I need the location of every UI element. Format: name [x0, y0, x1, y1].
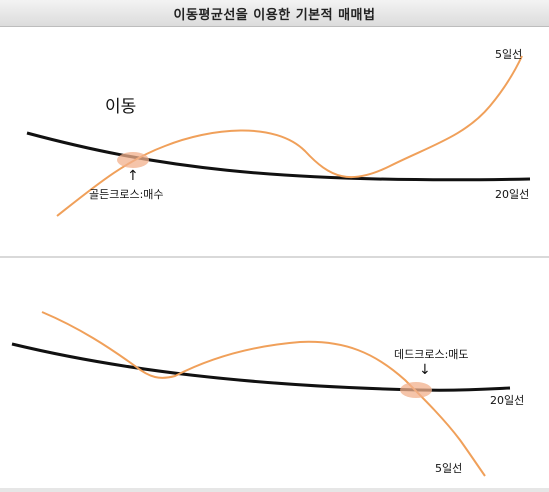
dead-cross-diagram [11, 311, 511, 477]
panel-heading: 이동 [105, 97, 137, 117]
short-ma-label: 5일선 [435, 462, 463, 475]
long-ma-label: 20일선 [490, 394, 525, 407]
dead-cross-label: 데드크로스:매도 [394, 348, 469, 361]
title-bar: 이동평균선을 이용한 기본적 매매법 [0, 0, 549, 27]
down-arrow-icon: ↓ [419, 362, 431, 378]
golden-cross-marker [117, 152, 149, 168]
dead-cross-marker [400, 382, 432, 398]
up-arrow-icon: ↑ [127, 168, 139, 184]
golden-cross-panel: 이동 5일선 20일선 ↑ 골든크로스:매수 [0, 26, 549, 254]
golden-cross-label: 골든크로스:매수 [89, 188, 164, 201]
page-title: 이동평균선을 이용한 기본적 매매법 [173, 7, 376, 23]
long-ma-line [11, 342, 511, 392]
long-ma-line [26, 131, 531, 182]
short-ma-label: 5일선 [495, 48, 523, 61]
bottom-divider [0, 488, 549, 492]
golden-cross-diagram [26, 55, 531, 217]
long-ma-label: 20일선 [495, 188, 530, 201]
dead-cross-panel: 데드크로스:매도 ↓ 20일선 5일선 [0, 256, 549, 490]
short-ma-line [41, 311, 486, 477]
